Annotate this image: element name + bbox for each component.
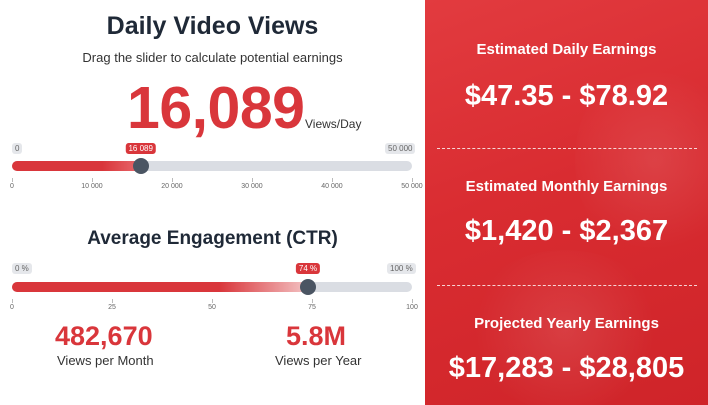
monthly-views-value: 482,670: [55, 321, 153, 351]
slider-tick: [12, 178, 13, 182]
slider-tick-label: 20 000: [161, 183, 183, 190]
monthly-earnings-title: Estimated Monthly Earnings: [465, 178, 668, 195]
daily-slider-max-label: 50 000: [385, 143, 416, 154]
earnings-panel: Estimated Daily Earnings $47.35 - $78.92…: [425, 0, 708, 405]
daily-slider-value-label: 16 089: [125, 143, 156, 154]
ctr-slider-max-label: 100 %: [387, 263, 416, 274]
daily-views-slider[interactable]: [12, 158, 412, 174]
slider-tick-label: 0: [10, 304, 14, 311]
slider-tick: [12, 299, 13, 303]
background-photo-overlay: [575, 60, 708, 260]
earnings-divider-1: [437, 148, 697, 149]
ctr-slider-fill: [12, 282, 308, 292]
calculator-panel: Daily Video Views Drag the slider to cal…: [10, 12, 423, 368]
ctr-slider[interactable]: [12, 279, 412, 295]
slider-tick-label: 50: [208, 304, 216, 311]
yearly-views-value: 5.8M: [286, 321, 347, 351]
slider-tick-label: 30 000: [241, 183, 263, 190]
slider-tick-label: 75: [308, 304, 316, 311]
daily-earnings-title: Estimated Daily Earnings: [476, 41, 657, 58]
daily-views-unit: Views/Day: [305, 117, 362, 131]
earnings-divider-2: [437, 285, 697, 286]
slider-tick-label: 40 000: [321, 183, 343, 190]
slider-tick-label: 25: [108, 304, 116, 311]
ctr-slider-value-label: 74 %: [295, 263, 321, 274]
daily-views-value: 16,089: [127, 75, 305, 141]
slider-tick-label: 100: [406, 304, 418, 311]
daily-slider-min-label: 0: [12, 143, 23, 154]
slider-tick: [412, 178, 413, 182]
ctr-slider-ticks: 0 25 50 75 100: [10, 299, 418, 313]
daily-slider-handle[interactable]: [132, 158, 149, 174]
slider-tick: [252, 178, 253, 182]
slider-tick: [112, 299, 113, 303]
yearly-earnings-value: $17,283 - $28,805: [448, 352, 685, 384]
slider-tick: [212, 299, 213, 303]
slider-tick: [92, 178, 93, 182]
monthly-earnings-value: $1,420 - $2,367: [464, 215, 669, 247]
ctr-slider-handle[interactable]: [300, 279, 316, 295]
yearly-views-label: Views per Year: [275, 353, 362, 368]
ctr-slider-min-label: 0 %: [12, 263, 32, 274]
slider-tick: [412, 299, 413, 303]
slider-tick-label: 10 000: [81, 183, 103, 190]
daily-views-subtitle: Drag the slider to calculate potential e…: [82, 50, 343, 65]
daily-slider-fill: [12, 161, 141, 171]
daily-views-title: Daily Video Views: [106, 12, 319, 40]
slider-tick-label: 50 000: [401, 183, 423, 190]
slider-tick: [332, 178, 333, 182]
background-photo-overlay-2: [465, 250, 665, 405]
monthly-views-label: Views per Month: [57, 353, 154, 368]
daily-earnings-value: $47.35 - $78.92: [464, 80, 669, 112]
slider-tick: [172, 178, 173, 182]
slider-tick: [312, 299, 313, 303]
daily-slider-ticks: 0 10 000 20 000 30 000 40 000 50 000: [10, 178, 423, 192]
engagement-title: Average Engagement (CTR): [87, 228, 338, 249]
yearly-earnings-title: Projected Yearly Earnings: [474, 315, 659, 332]
daily-slider-track[interactable]: [12, 161, 412, 171]
slider-tick-label: 0: [10, 183, 14, 190]
